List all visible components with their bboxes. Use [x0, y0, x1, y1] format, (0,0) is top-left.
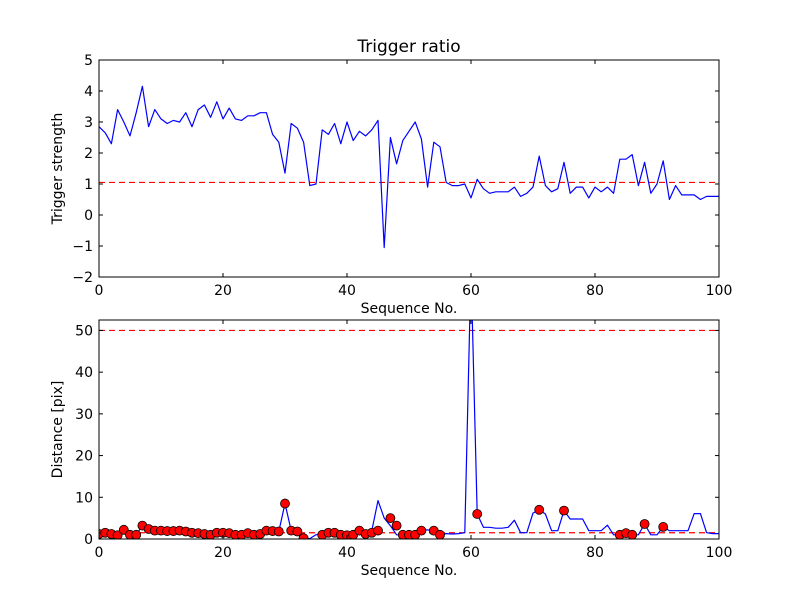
- data-point: [385, 513, 396, 524]
- x-tick-label: 80: [586, 283, 604, 299]
- data-point: [373, 525, 383, 536]
- series-line: [99, 85, 719, 249]
- y-tick-label: 2: [84, 146, 93, 162]
- data-point: [280, 498, 290, 509]
- data-point: [559, 505, 569, 516]
- x-tick-label: 40: [338, 283, 356, 299]
- y-tick-label: 4: [84, 84, 93, 100]
- axes-frame: [98, 59, 720, 278]
- y-axis-label: Trigger strength: [50, 113, 66, 226]
- data-point: [534, 504, 545, 515]
- y-axis-label: Distance [pix]: [50, 381, 66, 479]
- data-point: [292, 526, 303, 537]
- x-tick-label: 0: [95, 545, 104, 561]
- y-tick-label: 10: [75, 490, 93, 506]
- plot-area: [99, 320, 719, 539]
- data-point: [298, 533, 309, 539]
- data-point: [658, 522, 669, 532]
- subplot-2: 0 20 40 60 80 100 0 10 20 30 40 50 Sequence No. Dista…: [50, 319, 733, 579]
- x-tick-label: 60: [462, 283, 480, 299]
- y-tick-label: −2: [72, 270, 93, 286]
- subplot-1: Trigger ratio 0 20 40 60 80 100 −2 −1 0 1 2 3 4 5 Seque…: [50, 37, 732, 317]
- plot-area: [99, 85, 719, 249]
- y-tick-label: 40: [75, 365, 93, 381]
- y-tick-label: 20: [75, 449, 93, 465]
- data-point: [131, 529, 142, 539]
- x-tick-label: 0: [95, 283, 104, 299]
- y-tick-label: 50: [75, 323, 93, 339]
- chart-title: Trigger ratio: [356, 37, 460, 57]
- data-point: [273, 526, 284, 537]
- x-tick-label: 60: [462, 545, 480, 561]
- x-tick-label: 20: [214, 283, 232, 299]
- y-tick-label: 0: [84, 208, 93, 224]
- data-point: [627, 529, 638, 539]
- x-tick-label: 100: [706, 283, 733, 299]
- x-axis-label: Sequence No.: [361, 301, 458, 317]
- x-tick-label: 40: [338, 545, 356, 561]
- data-point: [435, 529, 445, 539]
- x-tick-label: 100: [706, 545, 733, 561]
- x-tick-label: 20: [214, 545, 232, 561]
- x-tick-label: 80: [586, 545, 604, 561]
- data-point: [639, 519, 650, 529]
- data-point: [112, 530, 123, 539]
- y-tick-label: 30: [75, 407, 93, 423]
- y-tick-label: 0: [84, 532, 93, 548]
- axes-frame: [98, 319, 720, 540]
- y-tick-label: −1: [72, 239, 93, 255]
- data-point: [472, 509, 483, 519]
- y-tick-label: 3: [84, 115, 93, 131]
- data-point: [416, 525, 427, 536]
- y-tick-label: 5: [84, 53, 93, 69]
- data-point: [391, 520, 402, 531]
- y-tick-label: 1: [84, 177, 93, 193]
- x-axis-label: Sequence No.: [361, 563, 458, 579]
